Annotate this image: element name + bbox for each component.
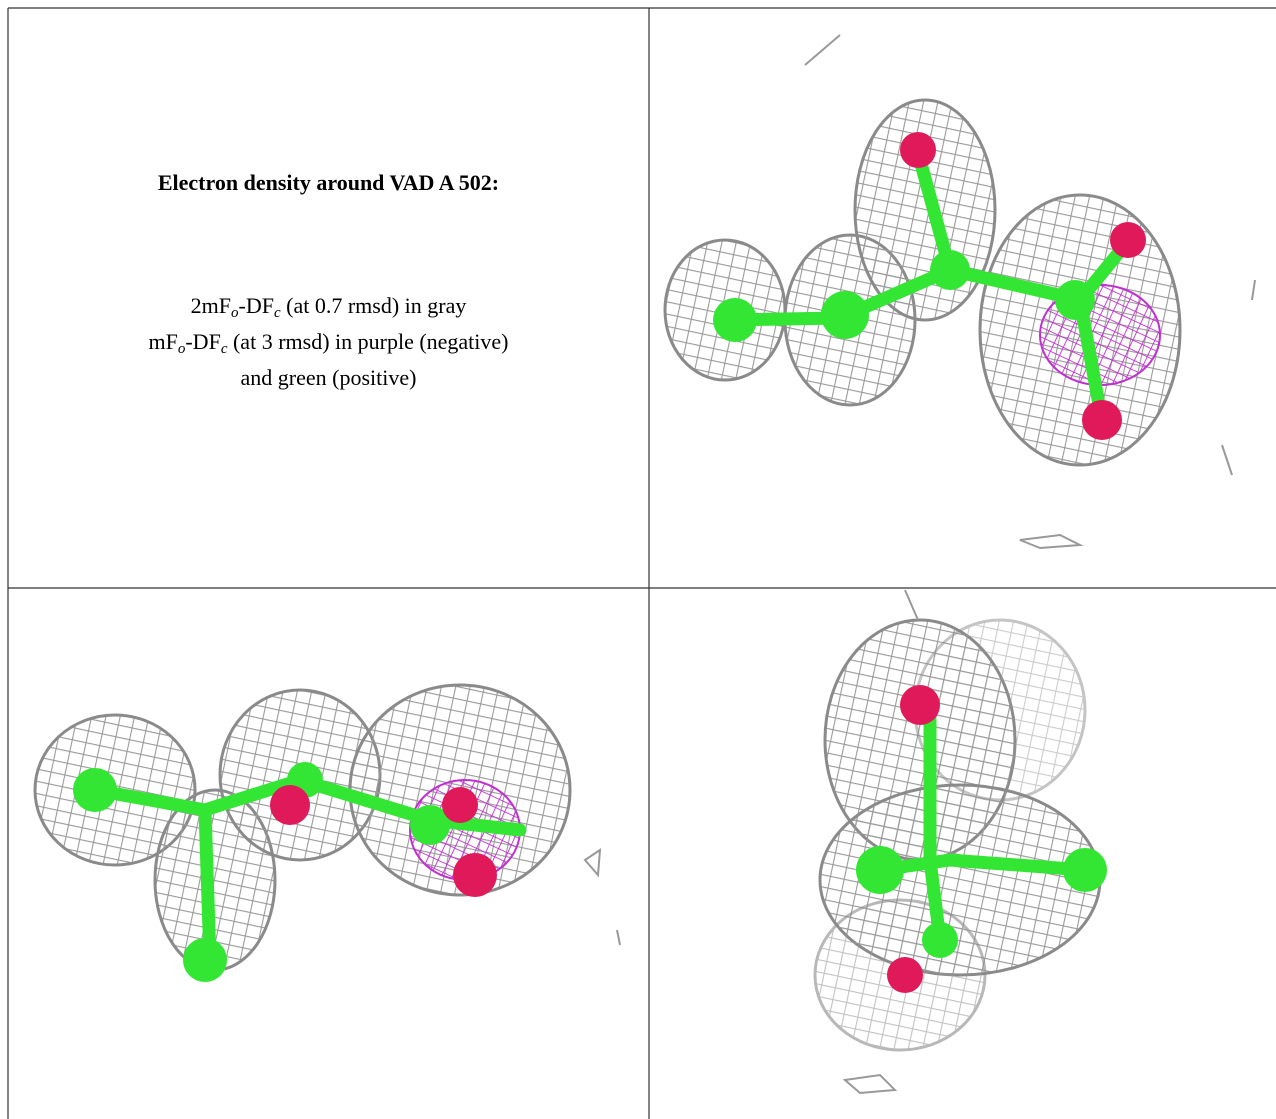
subscript: o [177,341,186,357]
legend-line: 2mFo-DFc (at 0.7 rmsd) in gray [8,288,649,324]
table-borders [7,7,1276,1119]
legend-lines: 2mFo-DFc (at 0.7 rmsd) in gray mFo-DFc (a… [8,288,649,396]
text: and green (positive) [240,365,417,390]
text: -DF [238,293,274,318]
legend-line: mFo-DFc (at 3 rmsd) in purple (negative) [8,324,649,360]
text: 2mF [190,293,231,318]
text: mF [148,329,178,354]
legend-line: and green (positive) [8,360,649,396]
density-view-3 [813,589,1107,1095]
legend-title: Electron density around VAD A 502: [157,170,500,195]
subscript: c [273,305,281,321]
density-view-1 [663,34,1256,550]
text: (at 3 rmsd) in purple (negative) [227,329,509,354]
subscript: c [220,341,228,357]
text: (at 0.7 rmsd) in gray [280,293,467,318]
subscript: o [231,305,239,321]
text: -DF [185,329,221,354]
legend-cell: Electron density around VAD A 502: 2mFo-… [8,8,649,588]
density-view-2 [33,683,621,982]
